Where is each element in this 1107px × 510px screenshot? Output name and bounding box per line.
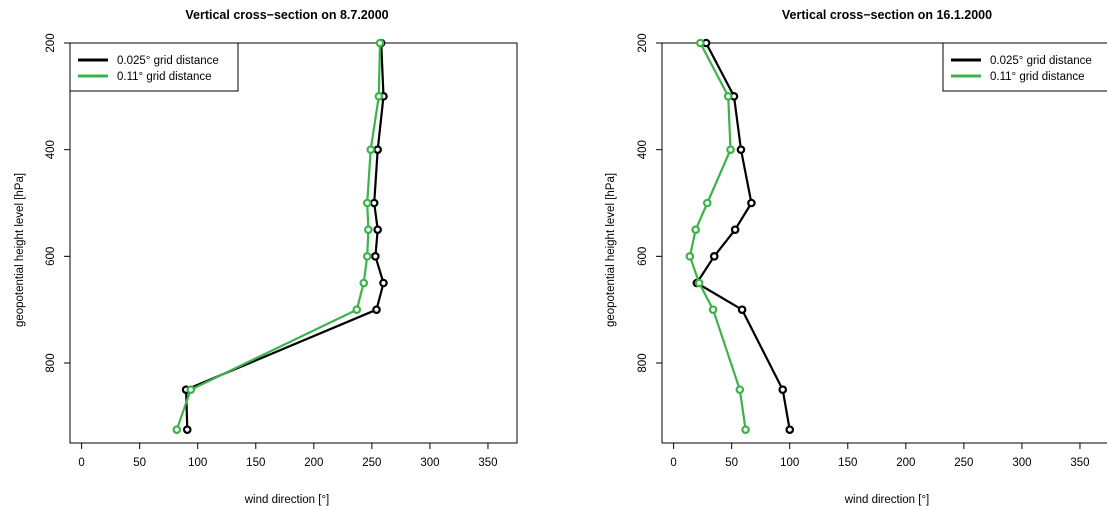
chart-panel-left: Vertical cross−section on 8.7.2000 wind … <box>14 8 518 506</box>
y-tick-label: 800 <box>637 353 649 372</box>
x-tick-label: 100 <box>188 457 207 469</box>
y-tick-label: 200 <box>637 33 649 52</box>
series-line-coarse <box>175 42 382 431</box>
data-point <box>726 145 735 154</box>
series-layer <box>172 38 388 434</box>
series-line-fine <box>185 42 385 430</box>
data-point <box>352 305 362 314</box>
chart-title: Vertical cross−section on 8.7.2000 <box>185 8 388 22</box>
data-point <box>373 225 382 234</box>
data-point <box>730 225 740 234</box>
data-point <box>373 145 382 154</box>
x-tick-label: 250 <box>954 457 973 469</box>
x-tick-label: 100 <box>780 457 799 469</box>
legend-box <box>69 42 239 92</box>
x-tick-label: 200 <box>896 457 915 469</box>
data-point <box>362 198 372 208</box>
series-line-fine <box>695 42 791 430</box>
data-point <box>379 278 388 288</box>
legend-label: 0.11° grid distance <box>117 71 212 83</box>
x-tick-label: 350 <box>478 457 497 469</box>
legend-label: 0.025° grid distance <box>990 55 1092 67</box>
data-point <box>702 198 712 208</box>
x-tick-label: 150 <box>838 457 857 469</box>
data-point <box>172 425 182 434</box>
data-point <box>685 252 695 261</box>
data-point <box>696 38 705 48</box>
x-tick-label: 300 <box>420 457 439 469</box>
x-tick-label: 250 <box>362 457 381 469</box>
data-point <box>369 198 379 208</box>
legend-label: 0.025° grid distance <box>117 55 219 67</box>
y-axis-label: geopotential height level [hPa] <box>605 173 617 327</box>
data-point <box>694 278 704 288</box>
data-point <box>362 252 372 261</box>
legend: 0.025° grid distance 0.11° grid distance <box>942 42 1107 92</box>
series-layer <box>685 38 795 434</box>
data-point <box>723 92 733 101</box>
x-axis: 0 50 100 150 200 250 300 350 <box>670 443 1090 469</box>
y-tick-label: 800 <box>45 353 57 372</box>
data-point <box>364 225 373 234</box>
y-axis-label: geopotential height level [hPa] <box>14 173 26 327</box>
data-point <box>736 145 746 154</box>
x-tick-label: 50 <box>133 457 146 469</box>
y-tick-label: 600 <box>637 247 649 266</box>
y-tick-label: 200 <box>45 33 57 52</box>
data-point <box>375 38 385 48</box>
data-point <box>708 305 718 314</box>
y-axis: 200 400 600 800 <box>637 33 662 373</box>
x-axis: 0 50 100 150 200 250 300 350 <box>78 443 498 469</box>
legend-label: 0.11° grid distance <box>990 71 1085 83</box>
data-point <box>737 305 747 314</box>
data-point <box>741 425 750 434</box>
x-tick-label: 350 <box>1070 457 1089 469</box>
x-axis-label: wind direction [°] <box>844 494 930 506</box>
data-point <box>747 198 756 208</box>
data-point <box>691 225 700 234</box>
x-tick-label: 300 <box>1012 457 1031 469</box>
y-tick-label: 600 <box>45 247 57 266</box>
data-point <box>186 385 196 394</box>
data-point <box>785 425 795 434</box>
y-tick-label: 400 <box>637 140 649 159</box>
x-axis-label: wind direction [°] <box>244 494 330 506</box>
data-point <box>735 385 745 394</box>
data-point <box>372 305 381 314</box>
x-tick-label: 150 <box>246 457 265 469</box>
data-point <box>359 278 369 288</box>
data-point <box>778 385 788 394</box>
plot-frame <box>69 42 518 444</box>
x-tick-label: 0 <box>670 457 676 469</box>
chart-title: Vertical cross−section on 16.1.2000 <box>782 8 992 22</box>
x-tick-label: 200 <box>304 457 323 469</box>
data-point <box>709 252 719 261</box>
legend-box <box>942 42 1107 92</box>
series-line-coarse <box>688 42 747 430</box>
chart-panel-right: Vertical cross−section on 16.1.2000 wind… <box>605 8 1107 506</box>
data-point <box>366 145 376 154</box>
data-point <box>182 425 192 434</box>
y-axis: 200 400 600 800 <box>45 33 70 373</box>
x-tick-label: 0 <box>78 457 84 469</box>
x-tick-label: 50 <box>725 457 738 469</box>
data-point <box>374 92 384 101</box>
legend: 0.025° grid distance 0.11° grid distance <box>69 42 239 92</box>
data-point <box>371 252 380 261</box>
y-tick-label: 400 <box>45 140 57 159</box>
